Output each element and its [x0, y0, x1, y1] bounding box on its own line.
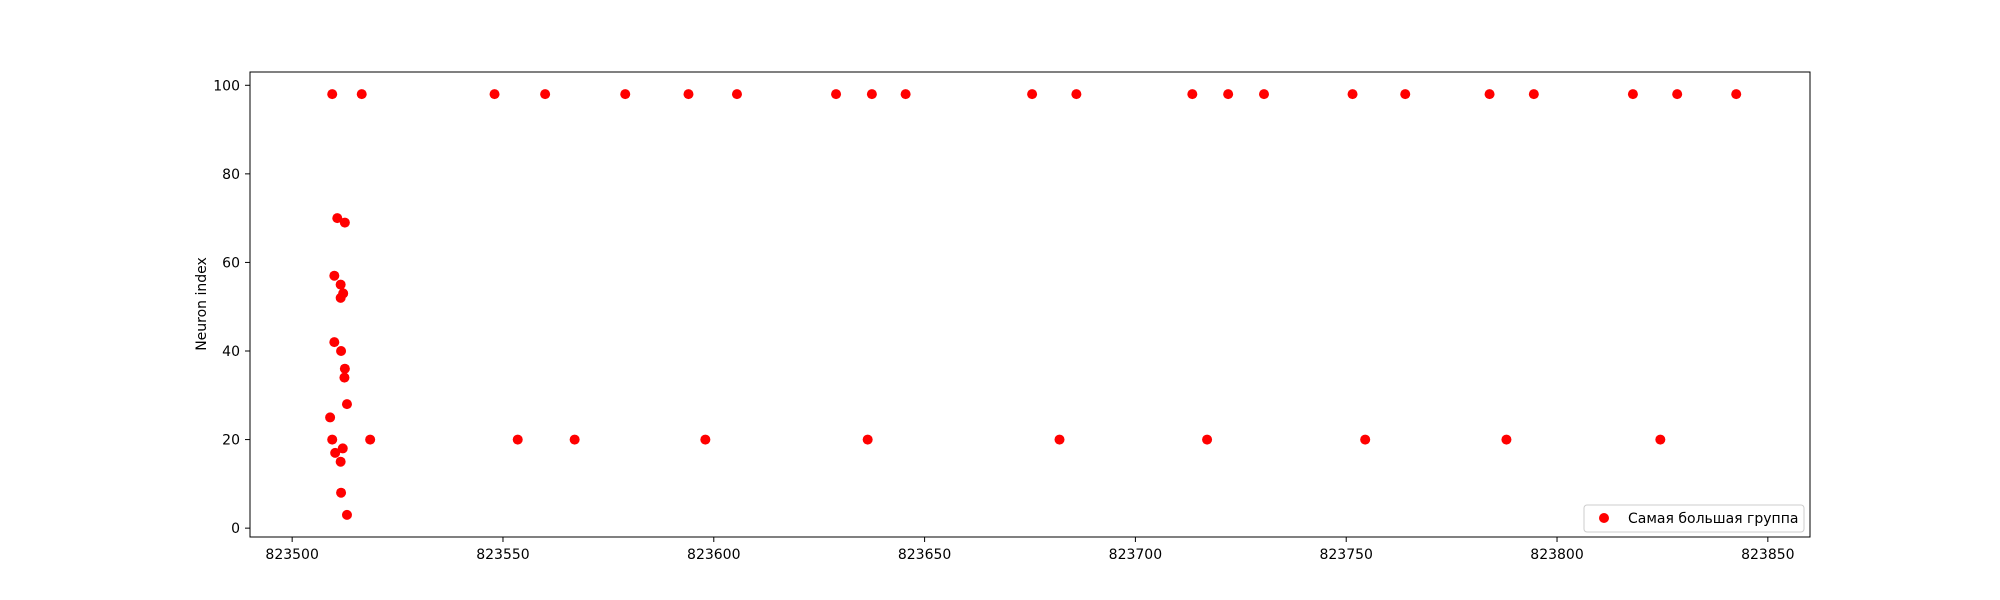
data-point [540, 89, 551, 100]
data-points [325, 89, 1742, 520]
x-tick-label: 823550 [476, 547, 529, 563]
plot-frame [249, 71, 1811, 538]
data-point [325, 412, 336, 423]
legend-label: Самая большая группа [1628, 511, 1798, 527]
data-point [365, 434, 376, 445]
legend: Самая большая группа [1583, 504, 1805, 533]
data-point [489, 89, 500, 100]
data-point [339, 217, 350, 228]
y-tick-label: 80 [222, 167, 240, 183]
data-point [339, 372, 350, 383]
y-tick-label: 20 [222, 433, 240, 449]
data-point [1484, 89, 1495, 100]
x-tick-label: 823800 [1530, 547, 1583, 563]
data-point [683, 89, 694, 100]
data-point [341, 399, 352, 410]
data-point [512, 434, 523, 445]
data-point [332, 213, 343, 224]
data-point [1627, 89, 1638, 100]
x-tick-label: 823750 [1319, 547, 1372, 563]
data-point [1528, 89, 1539, 100]
data-point [1054, 434, 1065, 445]
data-point [1731, 89, 1742, 100]
data-point [329, 270, 340, 281]
data-point [862, 434, 873, 445]
data-point [1400, 89, 1411, 100]
x-axis-ticks: 823500 823550 823600 823650 823700 823750 8238… [265, 537, 1795, 563]
data-point [1347, 89, 1358, 100]
data-point [1501, 434, 1512, 445]
data-point [1223, 89, 1234, 100]
x-tick-label: 823650 [898, 547, 951, 563]
legend-box [1583, 504, 1805, 533]
data-point [338, 288, 349, 299]
legend-marker [1599, 513, 1609, 523]
data-point [335, 456, 346, 467]
data-point [1259, 89, 1269, 100]
data-point [339, 363, 350, 374]
y-tick-label: 0 [231, 521, 240, 537]
data-point [356, 89, 367, 100]
data-point [1360, 434, 1371, 445]
y-tick-label: 100 [213, 78, 240, 94]
y-axis-ticks: 0 20 40 60 80 100 [213, 78, 250, 537]
x-tick-label: 823500 [265, 547, 318, 563]
data-point [1027, 89, 1038, 100]
data-point [1071, 89, 1082, 100]
x-tick-label: 823850 [1741, 547, 1794, 563]
data-point [1202, 434, 1213, 445]
data-point [337, 443, 348, 454]
data-point [1187, 89, 1198, 100]
x-tick-label: 823700 [1109, 547, 1162, 563]
data-point [1672, 89, 1683, 100]
y-tick-label: 60 [222, 255, 240, 271]
data-point [620, 89, 631, 100]
data-point [329, 337, 340, 348]
data-point [900, 89, 911, 100]
data-point [700, 434, 711, 445]
data-point [327, 434, 338, 445]
x-tick-label: 823600 [687, 547, 740, 563]
data-point [327, 89, 338, 100]
data-point [336, 487, 347, 498]
y-tick-label: 40 [222, 344, 240, 360]
data-point [336, 346, 347, 356]
data-point [1655, 434, 1666, 445]
y-axis-label: Neuron index [194, 257, 210, 351]
data-point [866, 89, 877, 100]
data-point [569, 434, 580, 445]
data-point [335, 279, 346, 290]
data-point [831, 89, 842, 100]
data-point [731, 89, 742, 100]
data-point [330, 447, 341, 458]
data-point [341, 509, 352, 520]
